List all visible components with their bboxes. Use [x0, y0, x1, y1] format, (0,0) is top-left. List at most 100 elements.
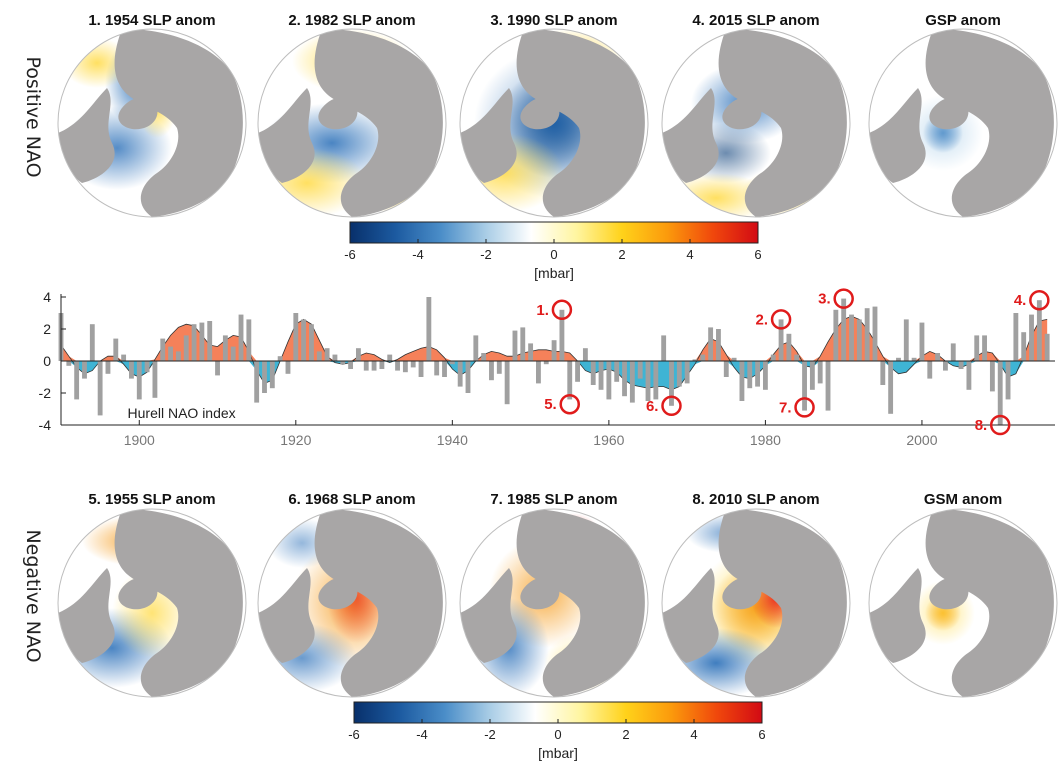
colorbar-tick-label: -6 [344, 247, 356, 262]
nao-bar [82, 361, 87, 379]
nao-bar [676, 361, 682, 387]
nao-bar [559, 309, 565, 361]
event-marker-circle [794, 397, 815, 418]
land-mass [314, 509, 443, 697]
land-mass [516, 509, 645, 697]
colorbar-tick-label: 0 [550, 247, 557, 262]
nao-bar [966, 361, 972, 390]
land-mass [460, 88, 517, 183]
greenland [722, 577, 762, 610]
nao-bar [129, 361, 134, 379]
x-tick-label: 1960 [593, 432, 624, 448]
event-marker-label: 3. [818, 291, 831, 308]
land-mass [314, 29, 443, 217]
nao-bar [1013, 313, 1019, 361]
nao-bar [1005, 361, 1011, 400]
nao-bar [410, 361, 416, 368]
globe-top-5 [868, 28, 1058, 218]
nao-bar [207, 321, 213, 361]
land-mass [925, 29, 1054, 217]
nao-bar [160, 338, 166, 361]
nao-bar [590, 361, 596, 385]
land-mass [258, 88, 315, 183]
colorbar-top: -6 -4 -2 0 2 4 6 [mbar] [344, 221, 762, 281]
map-title-top-5: GSP anom [925, 12, 1001, 29]
land-mass [460, 568, 517, 663]
nao-bar [528, 343, 534, 361]
nao-bar [669, 361, 674, 406]
event-marker-label: 5. [544, 396, 557, 413]
globe-top-3 [459, 28, 649, 218]
nao-bar [849, 314, 854, 361]
nao-bar [567, 361, 573, 400]
event-marker-circle [1029, 289, 1050, 311]
nao-bar [293, 313, 299, 361]
land-mass [114, 509, 243, 697]
nao-bar [152, 361, 158, 398]
nao-bar [708, 327, 714, 361]
nao-bar [277, 356, 283, 361]
nao-bar [645, 361, 651, 401]
globe-outline [661, 508, 851, 698]
land-mass [258, 568, 315, 663]
nao-bar [215, 361, 220, 376]
nao-bar [434, 361, 440, 376]
nao-bar [786, 333, 792, 361]
colorbar-bottom: -6 -4 -2 0 2 4 6 [mbar] [348, 701, 766, 761]
nao-bar [222, 335, 228, 361]
event-marker-label: 1. [536, 302, 549, 319]
nao-bar [582, 348, 588, 361]
event-marker-label: 8. [975, 417, 988, 434]
land-mass [662, 88, 719, 183]
colorbar-tick-label: 6 [758, 727, 765, 742]
nao-bar [794, 354, 800, 361]
land-mass [718, 29, 847, 217]
nao-bar [481, 353, 487, 361]
globe-outline [459, 508, 649, 698]
nao-bar [770, 354, 776, 361]
globe-bottom-2 [257, 508, 447, 698]
globe-bottom-4 [661, 508, 851, 698]
nao-bar [841, 298, 847, 361]
nao-bar [802, 361, 807, 411]
event-marker-circle [833, 288, 854, 309]
land-mass [58, 88, 115, 183]
land-mass [662, 568, 719, 663]
nao-bar [809, 361, 815, 390]
globe-outline [257, 28, 447, 218]
colorbar-tick-label: 2 [622, 727, 629, 742]
nao-bar [614, 361, 620, 382]
colorbar-tick-label: 4 [690, 727, 697, 742]
nao-bar [856, 319, 862, 361]
nao-bar [950, 343, 956, 361]
nao-bar [371, 361, 377, 371]
globe-top-1 [57, 28, 247, 218]
event-marker-label: 4. [1014, 292, 1027, 309]
colorbar-tick-label: -4 [416, 727, 428, 742]
nao-bar [355, 348, 361, 361]
event-marker-label: 7. [779, 399, 792, 416]
nao-bar [262, 361, 267, 393]
globe-outline [868, 508, 1058, 698]
globe-bottom-3 [459, 508, 649, 698]
nao-bar [825, 361, 831, 411]
x-tick-label: 1980 [750, 432, 781, 448]
map-title-bottom-5: GSM anom [924, 491, 1002, 508]
land-mass [925, 509, 1054, 697]
nao-bar [254, 361, 260, 403]
globe-bottom-5 [868, 508, 1058, 698]
nao-bar [348, 361, 354, 369]
nao-bar [997, 361, 1003, 425]
event-marker-circle [989, 414, 1011, 436]
nao-bar [324, 348, 330, 361]
colorbar-tick-label: -2 [484, 727, 496, 742]
nao-bar [316, 351, 322, 361]
nao-bar [340, 361, 346, 365]
nao-bar [833, 309, 839, 361]
nao-bar [989, 361, 995, 392]
land-mass [718, 509, 847, 697]
event-marker-circle [770, 309, 792, 330]
nao-bar [199, 322, 205, 361]
land-mass [869, 88, 926, 183]
globe-top-2 [257, 28, 447, 218]
